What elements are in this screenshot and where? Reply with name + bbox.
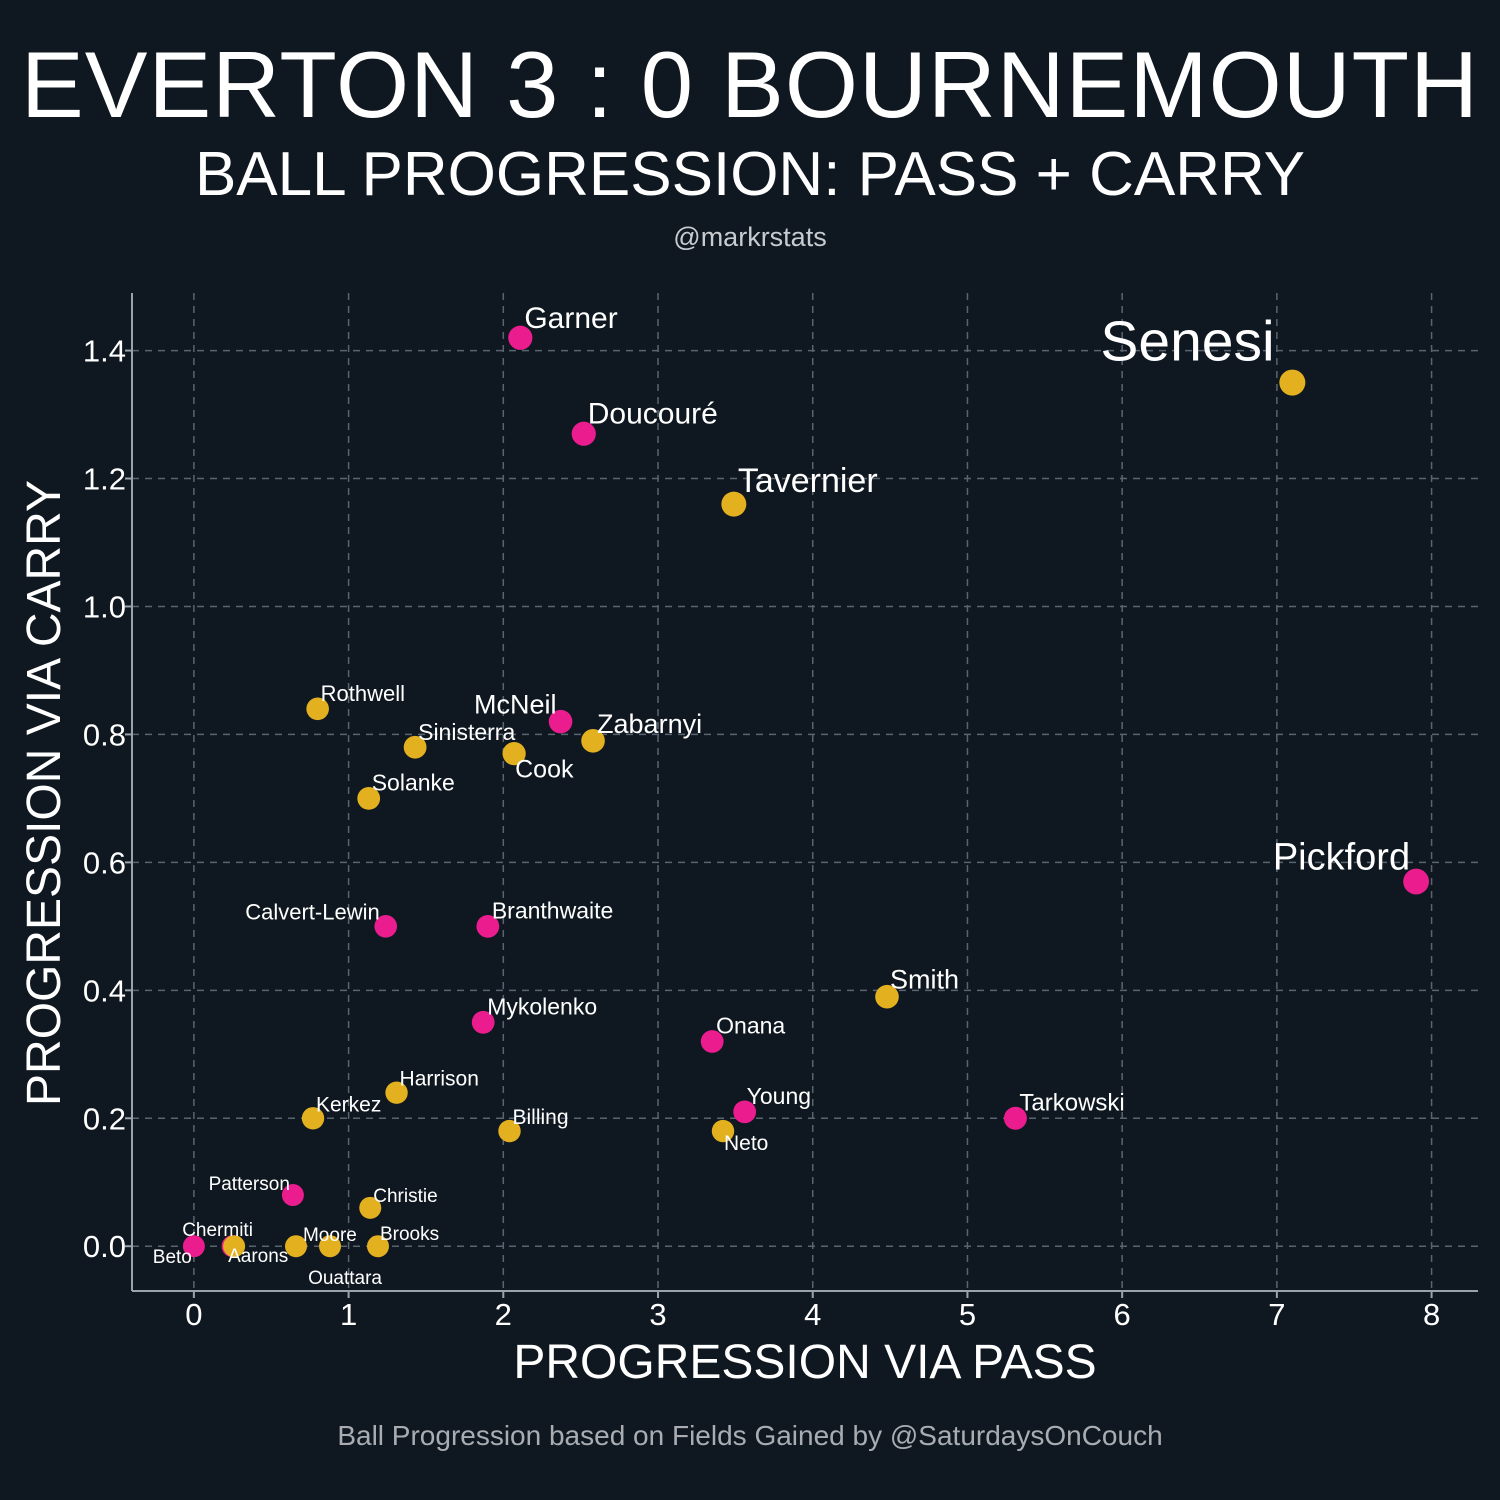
data-point-harrison — [385, 1081, 408, 1104]
data-point-christie — [359, 1196, 382, 1219]
x-tick-label: 4 — [804, 1297, 821, 1332]
point-label: Brooks — [380, 1224, 439, 1245]
x-tick-label: 5 — [959, 1297, 976, 1332]
data-point-moore — [284, 1235, 307, 1258]
data-point-mykolenko — [471, 1010, 495, 1034]
data-points — [182, 325, 1430, 1258]
point-label: Tarkowski — [1019, 1089, 1124, 1116]
y-tick-label: 0.8 — [83, 717, 126, 752]
chart-title: EVERTON 3 : 0 BOURNEMOUTH — [21, 32, 1479, 137]
data-point-solanke — [357, 786, 381, 810]
point-label: Solanke — [372, 769, 455, 795]
x-tick-label: 8 — [1423, 1297, 1440, 1332]
data-point-beto — [182, 1235, 205, 1258]
y-tick-label: 0.4 — [83, 973, 126, 1008]
point-label: Young — [747, 1083, 811, 1109]
y-tick-label: 1.0 — [83, 589, 126, 624]
y-tick-label: 1.4 — [83, 334, 126, 369]
data-point-mcneil — [548, 709, 573, 734]
data-point-senesi — [1279, 369, 1306, 396]
point-label: Tavernier — [738, 462, 878, 500]
point-label: Garner — [524, 302, 617, 335]
data-point-young — [733, 1100, 757, 1124]
data-point-neto — [711, 1119, 735, 1143]
x-tick-label: 6 — [1114, 1297, 1131, 1332]
data-point-brooks — [366, 1235, 389, 1258]
y-tick-label: 0.2 — [83, 1101, 126, 1136]
data-point-kerkez — [301, 1107, 325, 1130]
point-label: Branthwaite — [492, 897, 613, 923]
x-axis-label: PROGRESSION VIA PASS — [513, 1336, 1096, 1389]
point-label: Calvert-Lewin — [245, 899, 380, 924]
point-label: Zabarnyi — [597, 709, 702, 739]
point-label: Billing — [512, 1106, 568, 1129]
data-point-billing — [498, 1119, 521, 1143]
x-tick-label: 3 — [649, 1297, 666, 1332]
data-point-calvert-lewin — [374, 915, 398, 938]
point-label: Pickford — [1273, 837, 1410, 879]
y-tick-label: 0.6 — [83, 845, 126, 880]
x-tick-label: 7 — [1268, 1297, 1285, 1332]
data-point-branthwaite — [476, 914, 500, 938]
data-point-sinisterra — [403, 735, 427, 759]
point-label: Smith — [890, 965, 959, 995]
data-point-garner — [508, 325, 533, 350]
data-point-doucour- — [571, 421, 596, 446]
point-label: Aarons — [228, 1246, 288, 1267]
point-label: Rothwell — [321, 681, 405, 706]
point-label: Doucouré — [588, 398, 718, 431]
source-caption: Ball Progression based on Fields Gained … — [337, 1420, 1163, 1451]
point-label: Moore — [303, 1225, 357, 1246]
point-label: Patterson — [209, 1174, 290, 1195]
tick-labels: 0 1 2 3 4 5 6 7 8 0.0 0.2 0.4 0.6 0.8 1.0 1.2 1.4 — [83, 334, 1440, 1332]
point-label: Ouattara — [308, 1268, 382, 1289]
point-label: Mykolenko — [487, 993, 597, 1019]
data-point-ouattara — [319, 1235, 342, 1258]
point-label: Onana — [716, 1013, 785, 1039]
point-label: Chermiti — [182, 1220, 253, 1241]
data-point-cook — [502, 742, 526, 766]
data-point-smith — [875, 984, 899, 1009]
data-point-aarons — [223, 1235, 246, 1258]
chart-subtitle: BALL PROGRESSION: PASS + CARRY — [194, 140, 1306, 209]
point-label: Senesi — [1100, 310, 1274, 374]
point-label: Christie — [373, 1186, 437, 1207]
point-labels: Garner Doucouré Senesi Tavernier Rothwell McN… — [153, 302, 1410, 1289]
data-point-tarkowski — [1003, 1106, 1027, 1130]
y-tick-label: 0.0 — [83, 1229, 126, 1264]
data-point-pickford — [1403, 868, 1430, 895]
point-label: Cook — [515, 756, 574, 784]
y-tick-label: 1.2 — [83, 462, 126, 497]
point-label: McNeil — [474, 690, 557, 720]
data-point-onana — [700, 1030, 724, 1053]
data-point-rothwell — [306, 697, 329, 721]
point-label: Beto — [153, 1247, 192, 1268]
data-point-zabarnyi — [581, 729, 605, 753]
y-axis-label: PROGRESSION VIA CARRY — [18, 480, 71, 1106]
x-tick-label: 0 — [185, 1297, 202, 1332]
data-point-patterson — [281, 1184, 304, 1207]
point-label: Harrison — [400, 1068, 479, 1091]
data-point-tavernier — [721, 491, 747, 517]
x-tick-label: 1 — [340, 1297, 357, 1332]
x-tick-label: 2 — [495, 1297, 512, 1332]
point-label: Sinisterra — [418, 719, 515, 745]
author-handle: @markrstats — [673, 222, 827, 252]
grid-lines — [132, 293, 1478, 1291]
point-label: Neto — [724, 1132, 768, 1155]
axes — [125, 293, 1478, 1298]
point-label: Kerkez — [316, 1093, 381, 1116]
